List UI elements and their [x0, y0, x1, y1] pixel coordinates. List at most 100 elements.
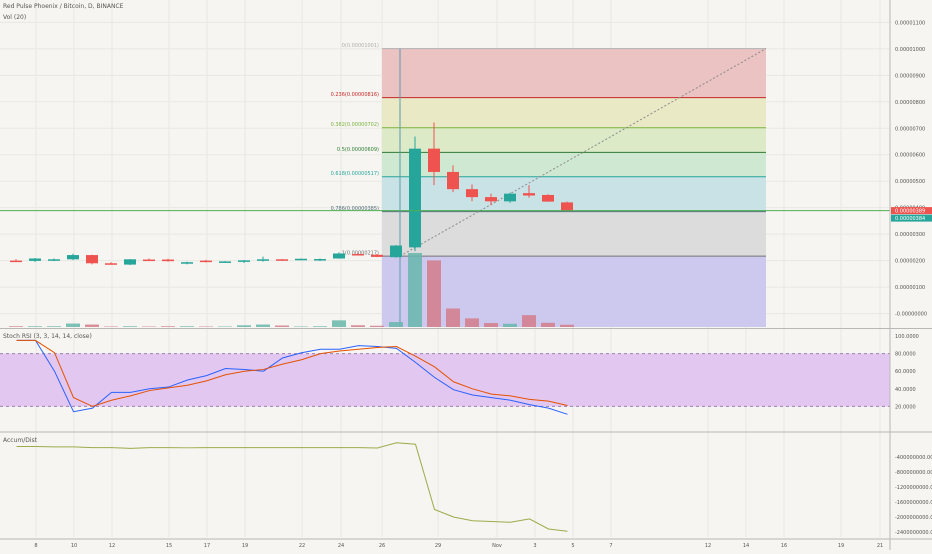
price-axis-tick: -0.00000000	[895, 312, 927, 318]
volume-bar	[408, 253, 422, 327]
candle-body[interactable]	[181, 262, 193, 264]
candle-body[interactable]	[352, 254, 364, 256]
time-axis-tick: 22	[299, 543, 305, 549]
fib-level-label: 0.5(0.00000609)	[337, 147, 379, 153]
fib-level-label: 0(0.00001001)	[342, 43, 379, 49]
fib-level-label: 0.618(0.00000517)	[331, 171, 379, 177]
volume-bar	[389, 322, 403, 327]
candle-body[interactable]	[143, 260, 155, 262]
candle-body[interactable]	[333, 253, 345, 258]
time-axis-tick: 14	[743, 543, 749, 549]
accum-axis-tick: -1200000000.0000	[895, 485, 932, 491]
volume-bar	[313, 326, 327, 327]
volume-bar	[503, 324, 517, 327]
volume-bar	[351, 325, 365, 327]
stoch-axis-tick: 80.0000	[895, 352, 916, 358]
price-axis-tick: 0.00000200	[895, 259, 925, 265]
volume-bar	[9, 326, 23, 327]
second-price-label: 0.00000384	[895, 216, 925, 222]
volume-bar	[275, 326, 289, 327]
time-axis-tick: 15	[166, 543, 172, 549]
stoch-rsi-label[interactable]: Stoch RSI (3, 3, 14, 14, close)	[3, 333, 92, 340]
price-axis-tick: 0.00000300	[895, 232, 925, 238]
volume-indicator-label[interactable]: Vol (20)	[3, 14, 26, 21]
volume-bar	[484, 323, 498, 327]
stoch-axis-tick: 40.0000	[895, 387, 916, 393]
candle-body[interactable]	[390, 246, 402, 258]
time-axis-tick: 19	[242, 543, 248, 549]
price-axis-tick: 0.00000600	[895, 153, 925, 159]
time-axis-tick: 3	[533, 543, 536, 549]
volume-bar	[427, 260, 441, 327]
symbol-title[interactable]: Red Pulse Phoenix / Bitcoin, D, BINANCE	[3, 3, 123, 10]
candle-body[interactable]	[485, 197, 497, 201]
candle-body[interactable]	[10, 261, 22, 263]
volume-bar	[465, 318, 479, 327]
time-axis-tick: 12	[705, 543, 711, 549]
time-axis-tick: 29	[435, 543, 441, 549]
time-axis-tick: 26	[379, 543, 385, 549]
price-axis-tick: 0.00000500	[895, 179, 925, 185]
time-axis-tick: 10	[71, 543, 77, 549]
time-axis-tick: 12	[109, 543, 115, 549]
fib-level-label: 0.382(0.00000702)	[331, 122, 379, 128]
candle-body[interactable]	[48, 259, 60, 261]
price-axis-tick: 0.00000700	[895, 126, 925, 132]
accum-dist-label[interactable]: Accum/Dist	[3, 437, 37, 444]
time-axis-tick: 7	[609, 543, 612, 549]
price-axis-tick: 0.00001000	[895, 47, 925, 53]
volume-bar	[47, 326, 61, 327]
candle-body[interactable]	[124, 259, 136, 264]
candle-body[interactable]	[238, 260, 250, 262]
candle-body[interactable]	[428, 149, 440, 172]
candle-body[interactable]	[523, 193, 535, 195]
volume-bar	[370, 326, 384, 327]
candle-body[interactable]	[466, 189, 478, 197]
candle-body[interactable]	[542, 195, 554, 202]
candle-body[interactable]	[314, 259, 326, 261]
stoch-band	[0, 354, 890, 407]
stoch-axis-tick: 60.0000	[895, 369, 916, 375]
fib-zone	[382, 98, 766, 128]
time-axis-tick: 5	[571, 543, 574, 549]
candle-body[interactable]	[86, 255, 98, 263]
volume-bar	[237, 325, 251, 327]
candle-body[interactable]	[409, 149, 421, 248]
accum-axis-tick: -1600000000.0000	[895, 500, 932, 506]
volume-bar	[332, 320, 346, 327]
volume-bar	[28, 326, 42, 327]
volume-bar	[522, 315, 536, 327]
fib-level-label: 0.786(0.00000385)	[331, 206, 379, 212]
fib-zone	[382, 49, 766, 98]
volume-bar	[541, 323, 555, 327]
candle-body[interactable]	[295, 259, 307, 261]
candle-body[interactable]	[276, 259, 288, 261]
volume-bar	[446, 309, 460, 328]
accum-axis-tick: -800000000.0000	[895, 470, 932, 476]
time-axis-tick: 8	[34, 543, 37, 549]
candle-body[interactable]	[447, 172, 459, 189]
price-axis-tick: 0.00000800	[895, 100, 925, 106]
candle-body[interactable]	[371, 255, 383, 257]
candle-body[interactable]	[200, 261, 212, 263]
candle-body[interactable]	[162, 260, 174, 262]
time-axis-tick: Nov	[492, 543, 502, 549]
time-axis-tick: 16	[781, 543, 787, 549]
candle-body[interactable]	[67, 255, 79, 259]
accum-axis-tick: -400000000.0000	[895, 455, 932, 461]
candle-body[interactable]	[257, 259, 269, 261]
candle-body[interactable]	[105, 263, 117, 265]
candle-body[interactable]	[219, 261, 231, 263]
stoch-axis-tick: 100.0000	[895, 334, 919, 340]
volume-bar	[123, 326, 137, 327]
candle-body[interactable]	[29, 259, 41, 261]
volume-bar	[256, 325, 270, 327]
time-axis-tick: 17	[204, 543, 210, 549]
volume-bar	[180, 326, 194, 327]
candle-body[interactable]	[561, 202, 573, 210]
accum-axis-tick: -2000000000.0000	[895, 515, 932, 521]
stoch-axis-tick: 20.0000	[895, 404, 916, 410]
last-price-label: 0.00000389	[895, 209, 925, 215]
candle-body[interactable]	[504, 194, 516, 202]
